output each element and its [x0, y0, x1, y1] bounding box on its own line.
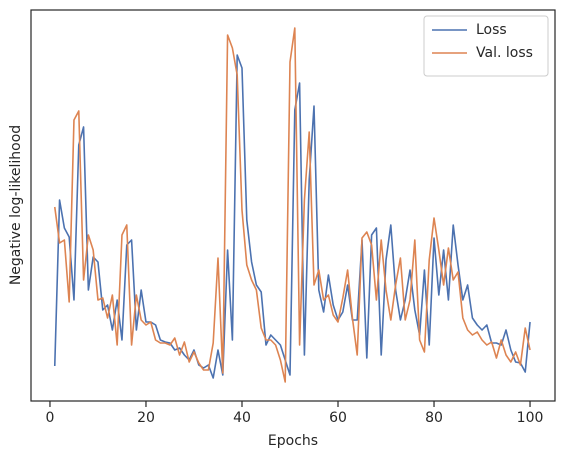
- legend-label: Val. loss: [476, 45, 533, 61]
- line-series: [53, 27, 531, 383]
- line-series: [53, 54, 531, 379]
- x-tick-label: 40: [233, 410, 251, 426]
- legend-box: [423, 15, 549, 77]
- x-tick-label: 100: [517, 410, 544, 426]
- x-axis-label: Epochs: [268, 433, 318, 449]
- plot-frame: [30, 9, 556, 402]
- y-axis-label: Negative log-likelihood: [8, 125, 24, 285]
- x-tick-label: 60: [329, 410, 347, 426]
- x-tick-label: 80: [425, 410, 443, 426]
- x-tick-label: 0: [46, 410, 55, 426]
- x-tick-label: 20: [137, 410, 155, 426]
- legend-label: Loss: [476, 22, 507, 38]
